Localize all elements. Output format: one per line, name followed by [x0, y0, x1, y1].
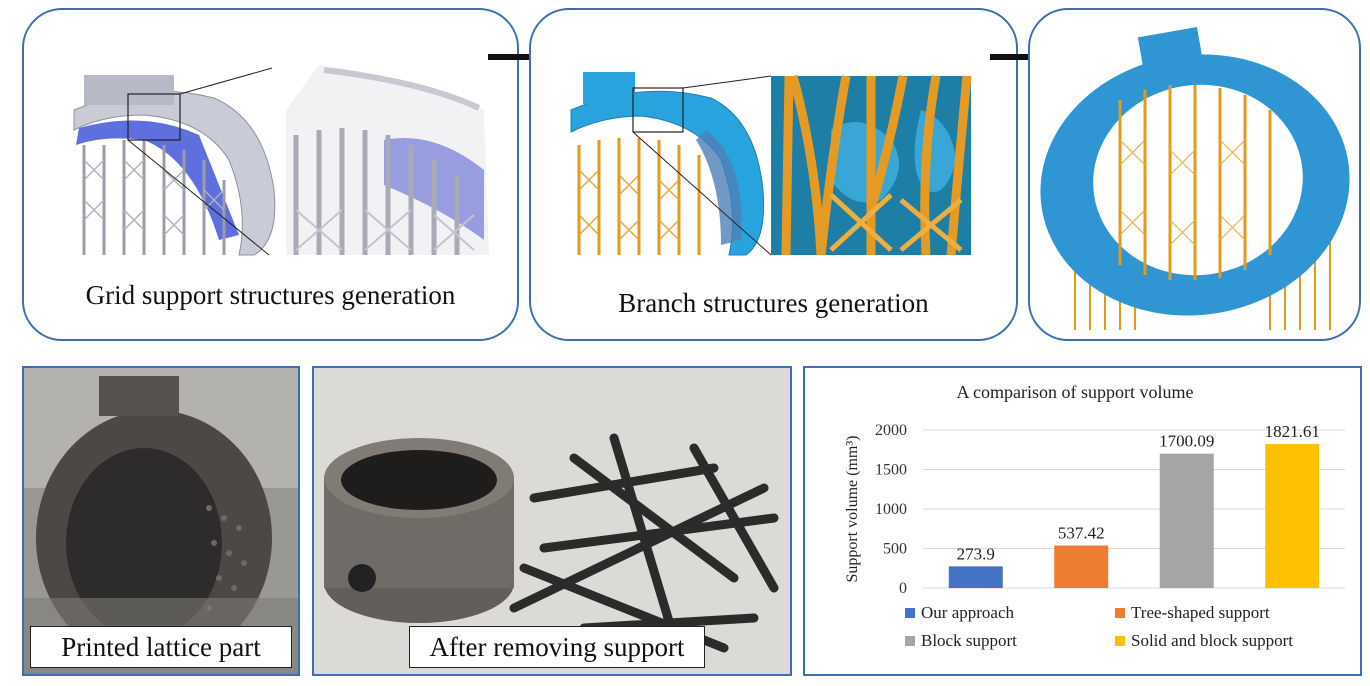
branch-structures-caption: Branch structures generation — [618, 288, 929, 318]
bar — [1265, 444, 1320, 588]
legend-label: Our approach — [921, 603, 1014, 622]
chart-svg: A comparison of support volume 0 500 1000 15… — [844, 382, 1345, 650]
removed-support-label: After removing support — [409, 626, 705, 668]
branch-structures-panel: Branch structures generation — [529, 8, 1018, 341]
final-part-panel — [1028, 8, 1361, 341]
y-tick-label: 0 — [899, 580, 907, 597]
bar — [1159, 453, 1214, 588]
legend-label: Block support — [921, 631, 1017, 650]
legend-swatch — [1115, 636, 1125, 646]
bar — [948, 566, 1003, 588]
y-tick-label: 500 — [883, 541, 907, 558]
grid-support-panel: Grid support structures generation — [22, 8, 519, 341]
printed-part-label: Printed lattice part — [30, 626, 292, 668]
legend-swatch — [1115, 608, 1125, 618]
data-label: 537.42 — [1058, 524, 1105, 543]
y-tick-label: 1500 — [875, 462, 907, 479]
y-tick-label: 1000 — [875, 501, 907, 518]
legend-label: Solid and block support — [1131, 631, 1293, 650]
data-label: 1821.61 — [1265, 422, 1320, 441]
final-part-illustration — [1040, 27, 1350, 330]
legend-label: Tree-shaped support — [1131, 603, 1270, 622]
removed-support-photo: After removing support — [312, 366, 792, 676]
branch-structures-illustration — [570, 72, 972, 256]
legend-swatch — [905, 608, 915, 618]
grid-support-illustration — [73, 65, 489, 256]
grid-support-caption: Grid support structures generation — [85, 280, 456, 310]
data-label: 1700.09 — [1159, 432, 1214, 451]
chart-title: A comparison of support volume — [957, 382, 1194, 402]
y-axis-label: Support volume (mm³) — [844, 435, 861, 582]
printed-part-photo: Printed lattice part — [22, 366, 300, 676]
legend-swatch — [905, 636, 915, 646]
data-label: 273.9 — [957, 544, 995, 563]
bar — [1054, 545, 1109, 588]
y-tick-label: 2000 — [875, 422, 907, 439]
support-volume-chart: A comparison of support volume 0 500 1000 15… — [803, 366, 1362, 676]
